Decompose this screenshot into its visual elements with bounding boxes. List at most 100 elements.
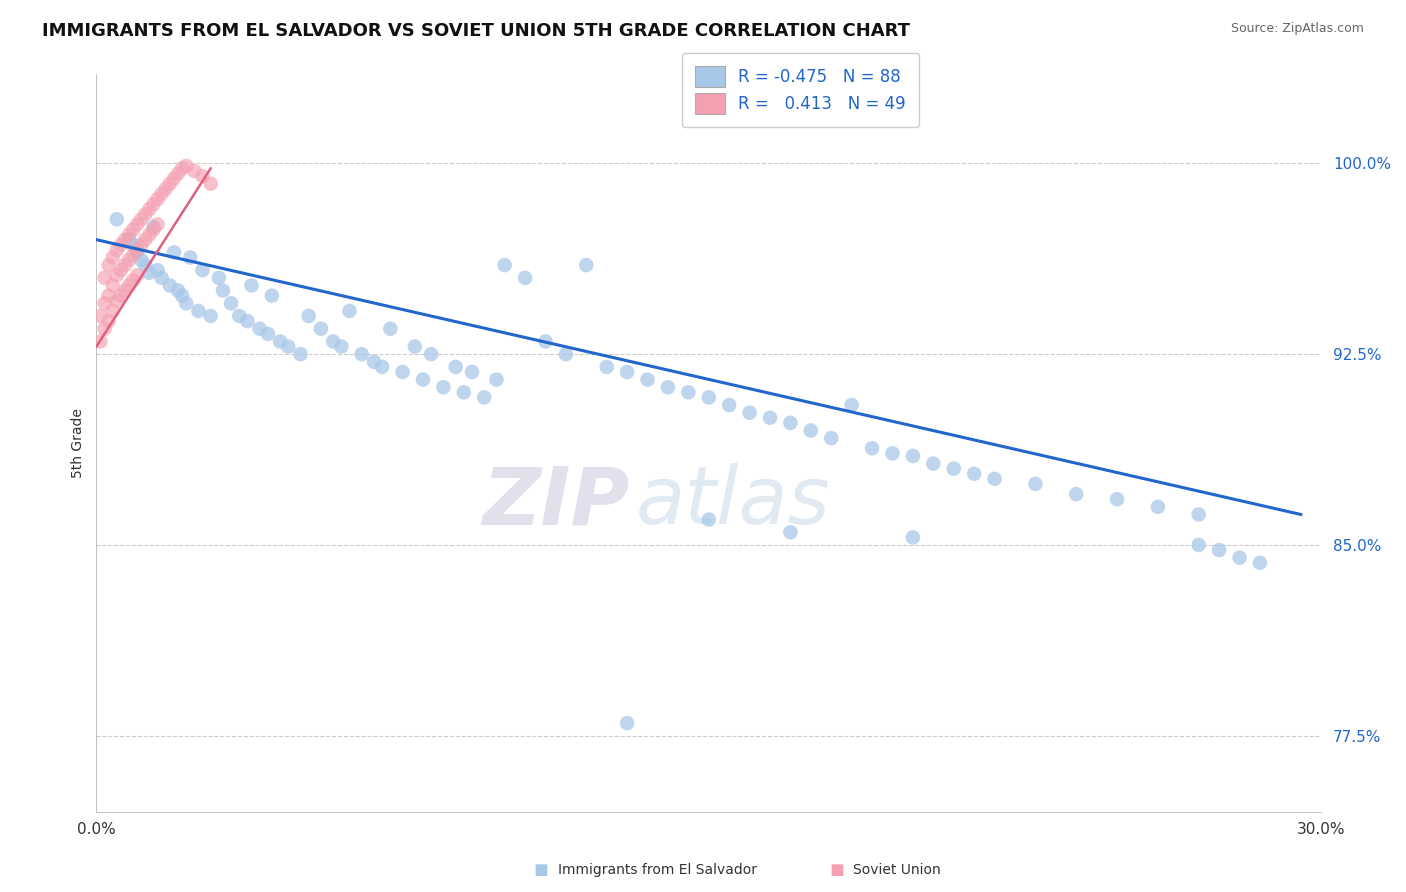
- Point: [101, 304, 124, 318]
- Point: [138, 266, 160, 280]
- Point: [260, 288, 283, 302]
- Point: [118, 233, 141, 247]
- Point: [444, 359, 467, 374]
- Point: [159, 278, 181, 293]
- Point: [249, 322, 271, 336]
- Point: [172, 161, 194, 176]
- Point: [105, 268, 128, 283]
- Point: [432, 380, 454, 394]
- Point: [269, 334, 291, 349]
- Point: [882, 446, 904, 460]
- Point: [800, 424, 823, 438]
- Point: [93, 296, 115, 310]
- Point: [118, 227, 141, 242]
- Point: [1188, 508, 1211, 522]
- Point: [138, 202, 160, 216]
- Point: [191, 263, 214, 277]
- Point: [860, 442, 883, 456]
- Point: [114, 258, 136, 272]
- Text: atlas: atlas: [636, 463, 830, 541]
- Point: [105, 243, 128, 257]
- Point: [1147, 500, 1170, 514]
- Point: [298, 309, 321, 323]
- Point: [122, 273, 145, 287]
- Point: [256, 326, 278, 341]
- Point: [191, 169, 214, 183]
- Point: [901, 530, 924, 544]
- Point: [678, 385, 700, 400]
- Point: [167, 167, 190, 181]
- Point: [110, 237, 132, 252]
- Point: [110, 288, 132, 302]
- Point: [983, 472, 1005, 486]
- Point: [290, 347, 312, 361]
- Point: [142, 222, 165, 236]
- Text: ◼: ◼: [830, 861, 844, 879]
- Point: [187, 304, 209, 318]
- Y-axis label: 5th Grade: 5th Grade: [72, 409, 86, 478]
- Text: Source: ZipAtlas.com: Source: ZipAtlas.com: [1230, 22, 1364, 36]
- Point: [163, 171, 186, 186]
- Point: [942, 461, 965, 475]
- Point: [142, 219, 165, 234]
- Point: [404, 339, 426, 353]
- Point: [330, 339, 353, 353]
- Point: [146, 263, 169, 277]
- Point: [146, 218, 169, 232]
- Point: [1064, 487, 1087, 501]
- Point: [412, 373, 434, 387]
- Point: [718, 398, 741, 412]
- Point: [150, 186, 173, 201]
- Point: [97, 288, 120, 302]
- Point: [134, 233, 156, 247]
- Point: [122, 248, 145, 262]
- Point: [472, 391, 495, 405]
- Point: [179, 251, 201, 265]
- Point: [163, 245, 186, 260]
- Text: ZIP: ZIP: [482, 463, 628, 541]
- Point: [494, 258, 516, 272]
- Point: [101, 278, 124, 293]
- Point: [127, 268, 149, 283]
- Point: [1229, 550, 1251, 565]
- Point: [922, 457, 945, 471]
- Point: [212, 284, 235, 298]
- Point: [240, 278, 263, 293]
- Point: [110, 263, 132, 277]
- Point: [127, 218, 149, 232]
- Point: [363, 355, 385, 369]
- Point: [93, 270, 115, 285]
- Point: [453, 385, 475, 400]
- Text: IMMIGRANTS FROM EL SALVADOR VS SOVIET UNION 5TH GRADE CORRELATION CHART: IMMIGRANTS FROM EL SALVADOR VS SOVIET UN…: [42, 22, 910, 40]
- Point: [129, 252, 152, 267]
- Point: [616, 365, 638, 379]
- Point: [129, 212, 152, 227]
- Point: [461, 365, 484, 379]
- Point: [134, 258, 156, 272]
- Point: [841, 398, 863, 412]
- Point: [738, 406, 761, 420]
- Point: [219, 296, 242, 310]
- Point: [122, 222, 145, 236]
- Legend: R = -0.475   N = 88, R =   0.413   N = 49: R = -0.475 N = 88, R = 0.413 N = 49: [682, 54, 920, 127]
- Text: ◼: ◼: [534, 861, 548, 879]
- Point: [114, 284, 136, 298]
- Point: [596, 359, 619, 374]
- Point: [150, 270, 173, 285]
- Point: [146, 192, 169, 206]
- Point: [114, 233, 136, 247]
- Point: [200, 177, 222, 191]
- Point: [142, 197, 165, 211]
- Point: [89, 334, 111, 349]
- Point: [380, 322, 402, 336]
- Point: [485, 373, 508, 387]
- Point: [97, 314, 120, 328]
- Point: [513, 270, 536, 285]
- Point: [167, 284, 190, 298]
- Point: [127, 243, 149, 257]
- Point: [616, 716, 638, 731]
- Point: [228, 309, 250, 323]
- Point: [1105, 492, 1128, 507]
- Point: [118, 278, 141, 293]
- Point: [779, 525, 801, 540]
